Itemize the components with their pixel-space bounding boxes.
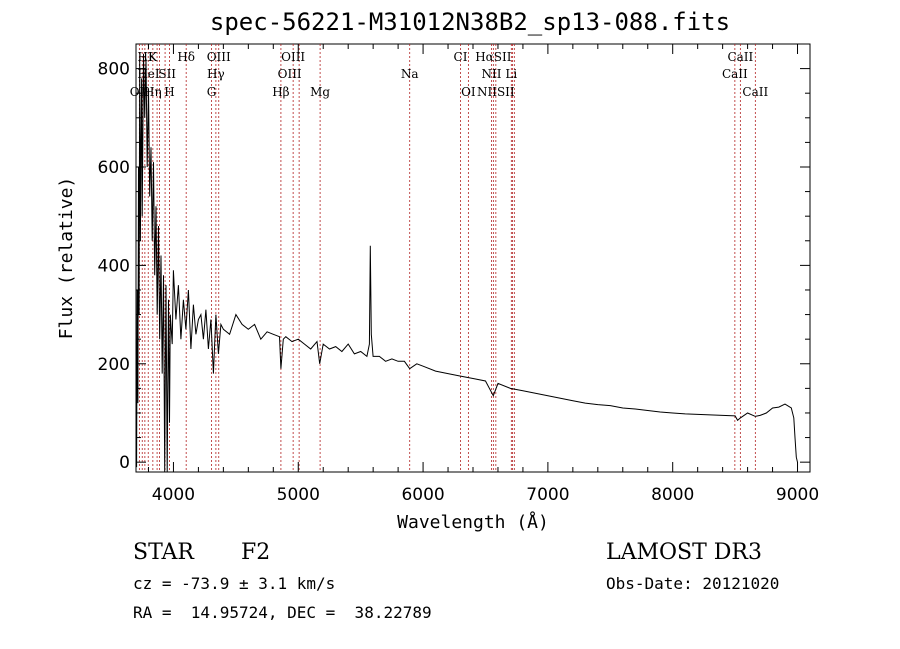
line-id-label: OII [130, 85, 150, 99]
y-tick-label: 600 [98, 158, 130, 178]
line-id-label: HeI [137, 67, 160, 81]
line-id-label: K [148, 50, 158, 64]
line-id-label: Hγ [207, 67, 225, 81]
line-id-label: CaII [727, 50, 753, 64]
line-id-label: HαSII [475, 50, 512, 64]
line-id-label: CaII [742, 85, 768, 99]
velocity-text: cz = -73.9 ± 3.1 km/s [133, 574, 336, 593]
line-id-label: Hδ [177, 50, 195, 64]
line-id-label: OIII [278, 67, 302, 81]
line-id-label: Li [505, 67, 517, 81]
x-tick-label: 4000 [152, 485, 195, 505]
line-id-label: NII [481, 67, 501, 81]
x-tick-label: 6000 [401, 485, 444, 505]
line-id-label: Mg [310, 85, 330, 99]
obs-date: Obs-Date: 20121020 [606, 574, 780, 593]
line-id-label: CaII [722, 67, 748, 81]
line-id-label: NIISII [477, 85, 515, 99]
line-id-label: Hη [144, 85, 162, 99]
line-id-label: SII [158, 67, 176, 81]
y-tick-label: 800 [98, 60, 130, 80]
x-tick-label: 9000 [776, 485, 819, 505]
line-id-label: HK [138, 50, 158, 64]
y-tick-label: 400 [98, 256, 130, 276]
line-id-label: H [164, 85, 174, 99]
x-tick-label: 5000 [277, 485, 320, 505]
object-class: STAR [133, 540, 194, 565]
line-id-label: CI [454, 50, 468, 64]
line-id-label: OI [461, 85, 476, 99]
x-tick-label: 7000 [526, 485, 569, 505]
y-axis-label: Flux (relative) [56, 177, 77, 340]
survey-name: LAMOST DR3 [606, 540, 762, 565]
y-tick-label: 200 [98, 355, 130, 375]
line-id-label: Hβ [272, 85, 289, 99]
plot-frame [135, 43, 811, 473]
line-id-label: OIII [281, 50, 305, 64]
spectrum-series [135, 53, 798, 473]
object-subclass: F2 [241, 540, 271, 565]
coordinates: RA = 14.95724, DEC = 38.22789 [133, 603, 432, 622]
x-axis-label: Wavelength (Å) [397, 511, 549, 533]
line-id-label: OIII [207, 50, 231, 64]
x-tick-label: 8000 [651, 485, 694, 505]
line-id-label: G [207, 85, 217, 99]
y-tick-label: 0 [119, 453, 130, 473]
line-id-label: Na [401, 67, 419, 81]
figure-title: spec-56221-M31012N38B2_sp13-088.fits [209, 8, 731, 36]
